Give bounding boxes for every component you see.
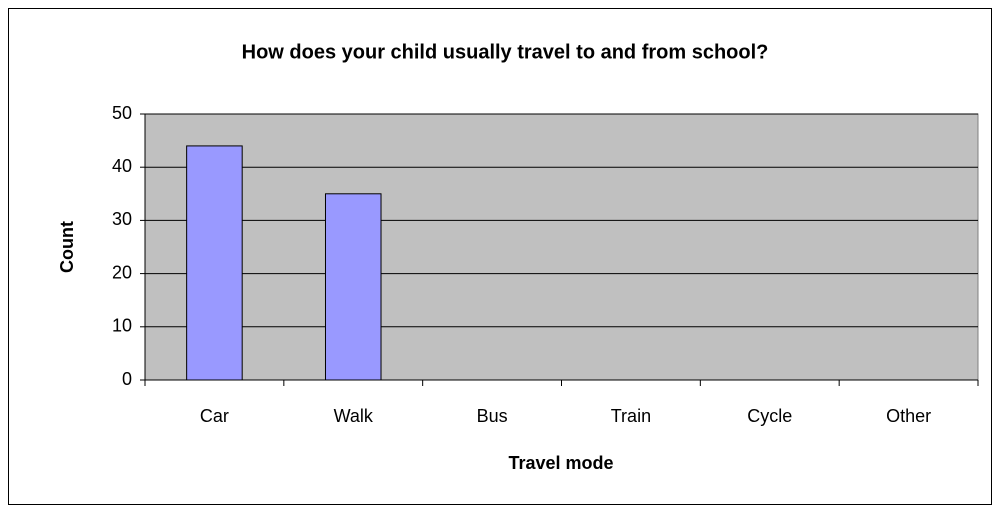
x-axis-label: Travel mode [508, 453, 613, 473]
bar [324, 193, 382, 381]
plot-area [144, 113, 979, 381]
y-tick-label: 50 [112, 103, 132, 123]
y-tick-label: 20 [112, 262, 132, 282]
y-tick-label: 10 [112, 316, 132, 336]
y-tick-label: 30 [112, 209, 132, 229]
y-tick-label: 0 [122, 369, 132, 389]
x-tick-label: Bus [477, 406, 508, 426]
x-tick-label: Car [200, 406, 229, 426]
chart-title: How does your child usually travel to an… [242, 41, 769, 63]
x-tick-label: Walk [334, 406, 374, 426]
y-axis-label: Count [57, 221, 77, 273]
x-tick-label: Cycle [747, 406, 792, 426]
bar [186, 145, 243, 381]
x-tick-label: Other [886, 406, 931, 426]
x-tick-label: Train [611, 406, 651, 426]
y-tick-label: 40 [112, 156, 132, 176]
